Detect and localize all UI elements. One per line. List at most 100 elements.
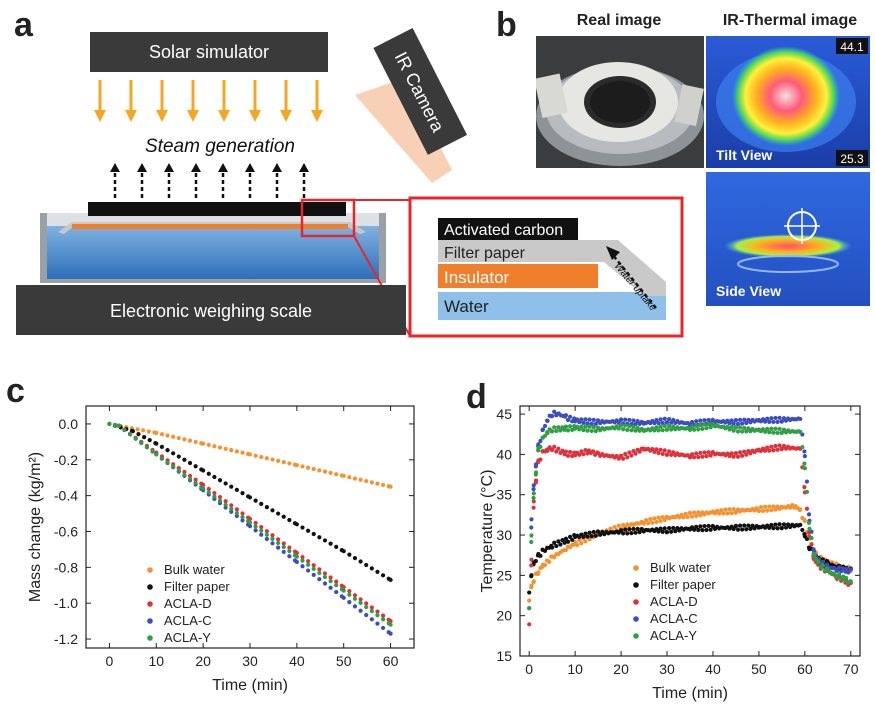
data-point (583, 417, 588, 422)
data-point (798, 522, 803, 527)
data-point (719, 508, 724, 513)
data-point (692, 527, 697, 532)
data-point (769, 508, 774, 513)
inset-water (438, 292, 666, 320)
y-tick-label: 45 (496, 406, 512, 422)
data-point (717, 511, 722, 516)
data-point (836, 565, 842, 570)
data-point (746, 523, 751, 528)
data-point (133, 436, 138, 441)
data-point (567, 449, 573, 455)
data-point (689, 452, 695, 457)
data-point (328, 579, 333, 584)
inset-insulator (438, 264, 598, 288)
data-point (593, 533, 598, 538)
data-point (264, 532, 269, 537)
data-point (540, 427, 546, 432)
legend-marker (633, 633, 639, 639)
data-point (704, 454, 709, 459)
data-point (618, 453, 624, 458)
data-point (733, 418, 739, 423)
data-point (201, 486, 206, 491)
tilt-view-label: Tilt View (716, 147, 772, 163)
data-point (253, 498, 258, 503)
activated-carbon-layer (88, 202, 346, 216)
data-point (573, 539, 578, 545)
y-tick-label: 0.0 (59, 416, 79, 432)
data-point (798, 507, 803, 512)
data-point (583, 448, 588, 453)
data-point (589, 428, 594, 434)
data-point (234, 449, 239, 454)
data-point (773, 443, 778, 449)
data-point (234, 487, 239, 492)
legend-label: Filter paper (650, 577, 716, 592)
data-point (641, 521, 647, 526)
steam-arrowhead (137, 163, 147, 172)
data-point (565, 539, 571, 544)
data-point (769, 426, 774, 431)
panel-label-b: b (496, 6, 517, 44)
data-point (294, 559, 299, 565)
data-point (281, 460, 286, 465)
data-point (658, 526, 663, 531)
data-point (633, 451, 638, 456)
layer-inset: Activated carbon Filter paper Insulator … (408, 196, 684, 338)
data-point (287, 549, 292, 554)
data-point (364, 612, 369, 618)
data-point (708, 425, 713, 430)
data-point (388, 577, 393, 582)
data-point (591, 424, 596, 430)
data-point (554, 543, 559, 549)
data-point (802, 466, 807, 471)
x-axis-label: Time (min) (652, 685, 728, 702)
data-point (300, 558, 305, 563)
data-point (656, 421, 661, 426)
data-point (240, 450, 245, 455)
data-point (806, 512, 812, 517)
data-point (777, 443, 782, 448)
y-tick-label: -0.2 (54, 452, 78, 468)
data-point (811, 553, 817, 558)
data-point (591, 529, 596, 535)
legend-label: ACLA-D (164, 596, 212, 611)
data-point (706, 450, 711, 455)
data-point (689, 424, 695, 429)
data-point (742, 449, 747, 454)
data-point (550, 413, 555, 419)
data-point (654, 447, 659, 452)
series-bulk-water (107, 421, 393, 489)
data-point (276, 537, 281, 542)
data-point (276, 545, 281, 550)
data-point (664, 530, 670, 535)
data-point (264, 505, 269, 510)
side-view-label: Side View (716, 283, 781, 299)
data-point (264, 536, 269, 542)
data-point (740, 527, 745, 532)
data-point (306, 568, 311, 573)
series-filter-paper (107, 421, 393, 582)
y-tick-label: 20 (496, 608, 512, 624)
plot-frame (519, 405, 861, 657)
data-point (834, 568, 840, 573)
data-point (581, 452, 586, 457)
data-point (276, 540, 281, 546)
data-point (692, 427, 697, 432)
data-point (529, 539, 534, 545)
data-point (270, 533, 275, 538)
data-point (767, 448, 772, 453)
data-point (223, 481, 228, 486)
data-point (744, 452, 749, 457)
data-point (542, 548, 548, 553)
legend-label: ACLA-D (650, 594, 698, 609)
data-point (176, 435, 181, 441)
data-point (347, 552, 352, 557)
data-point (567, 414, 573, 419)
data-point (538, 444, 543, 449)
data-point (769, 522, 774, 528)
data-point (596, 529, 601, 534)
data-point (538, 457, 543, 462)
inset-filter-paper-label: Filter paper (444, 245, 526, 262)
legend-label: Bulk water (650, 560, 711, 575)
steam-arrowhead (164, 163, 174, 172)
